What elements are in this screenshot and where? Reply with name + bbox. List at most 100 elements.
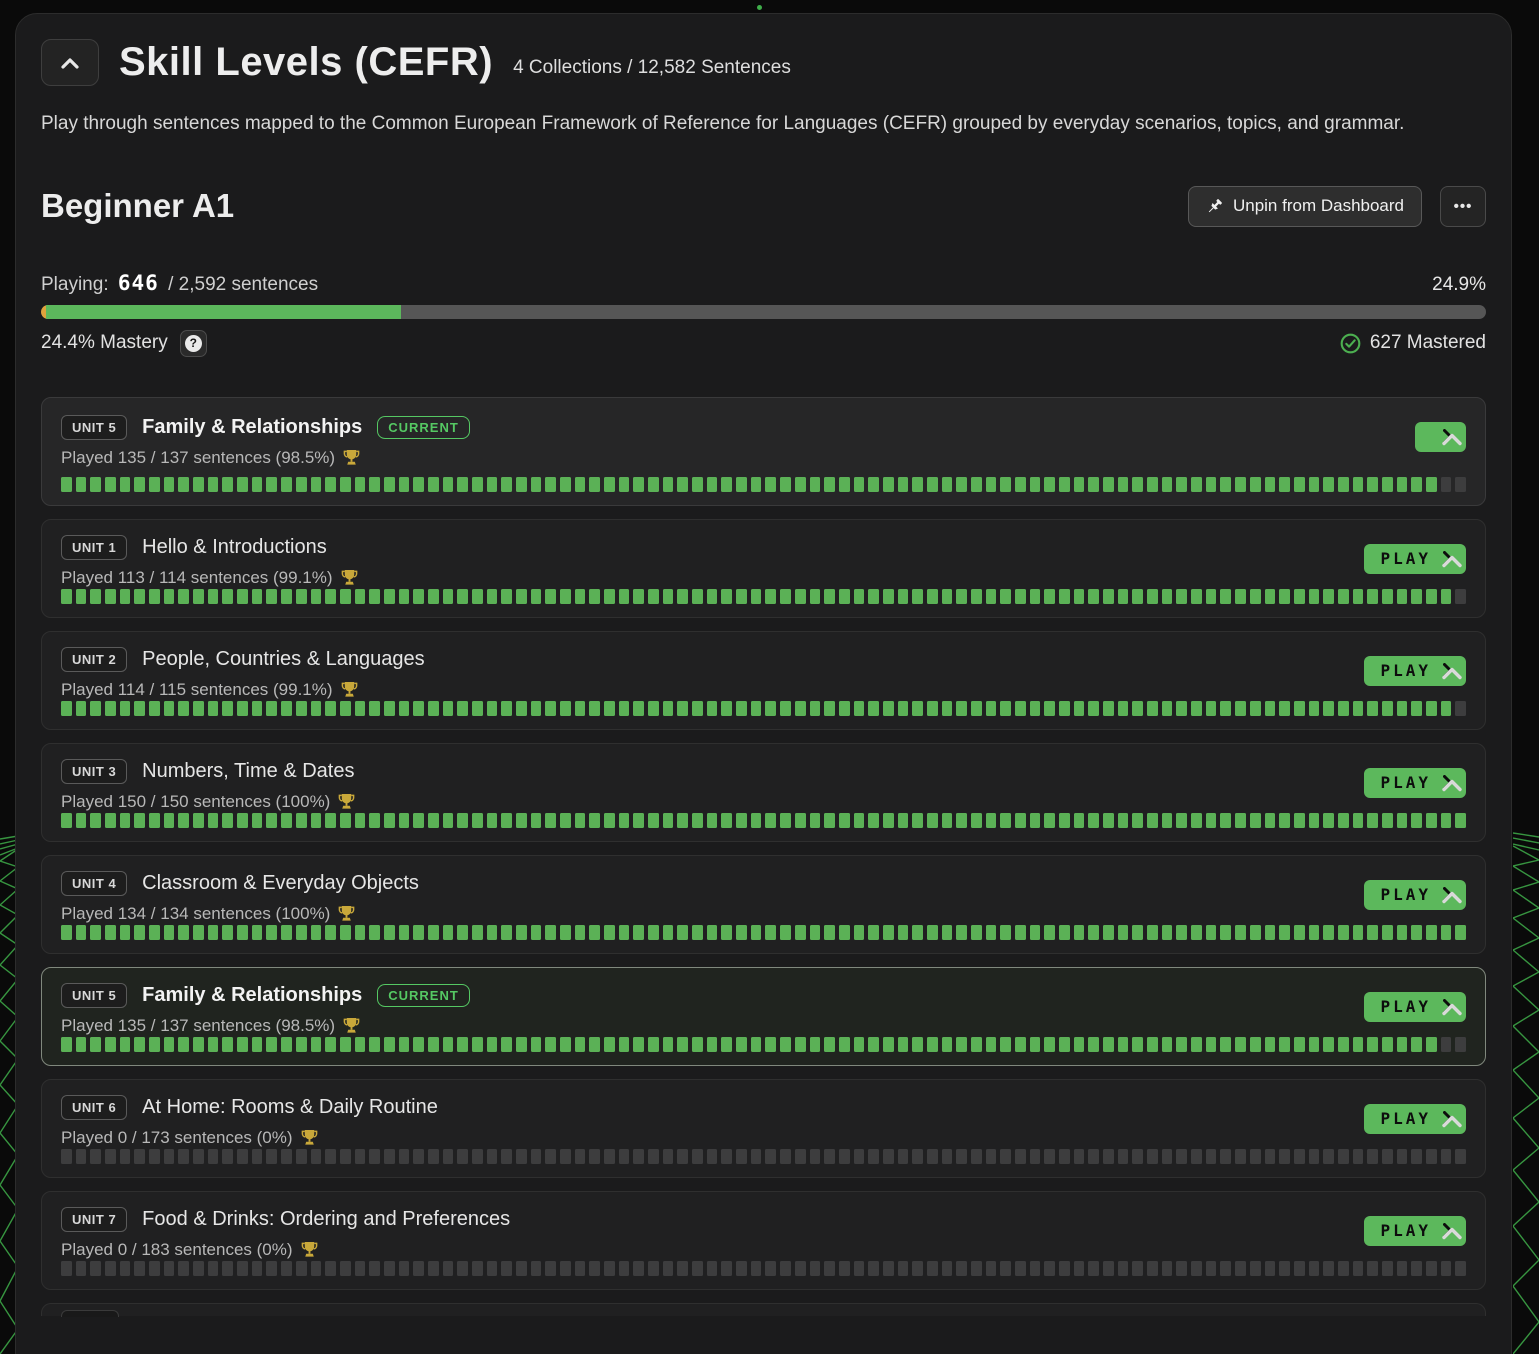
progress-segment (1147, 1260, 1158, 1276)
progress-segment (486, 812, 498, 828)
progress-segment (574, 812, 586, 828)
progress-segment (985, 700, 997, 716)
progress-segment (648, 1036, 659, 1052)
progress-segment (560, 1036, 571, 1052)
unit-card[interactable]: UNIT 7 Food & Drinks: Ordering and Prefe… (41, 1190, 1486, 1290)
progress-segment (1073, 812, 1085, 828)
collapse-unit-icon[interactable] (1441, 554, 1463, 568)
unit-card[interactable]: UNIT 5 Family & Relationships CURRENT Pl… (41, 966, 1486, 1066)
progress-segment (486, 1036, 498, 1052)
progress-segment (75, 924, 87, 940)
progress-segment (1000, 1036, 1011, 1052)
progress-segment (1235, 812, 1246, 828)
unit-number-badge: UNIT 5 (61, 414, 128, 440)
collapse-unit-icon[interactable] (1441, 666, 1463, 680)
unit-progress-segments (61, 700, 1466, 716)
progress-segment (1147, 924, 1158, 940)
progress-segment (266, 1148, 278, 1164)
progress-segment (633, 1260, 645, 1276)
progress-segment (1059, 1260, 1070, 1276)
playing-row: Playing: 646 / 2,592 sentences 24.9% (41, 271, 1486, 296)
progress-segment (1323, 476, 1334, 492)
progress-segment (545, 1036, 557, 1052)
progress-segment (339, 924, 351, 940)
level-title: Beginner A1 (41, 187, 235, 225)
progress-segment (648, 700, 659, 716)
collapse-unit-icon[interactable] (1441, 890, 1463, 904)
progress-segment (706, 1148, 718, 1164)
progress-segment (457, 700, 468, 716)
progress-segment (1352, 476, 1364, 492)
progress-segment (926, 1036, 938, 1052)
progress-segment (721, 924, 733, 940)
unit-card[interactable]: UNIT 4 Classroom & Everyday Objects Play… (41, 854, 1486, 954)
unit-card[interactable]: UNIT 6 At Home: Rooms & Daily Routine Pl… (41, 1078, 1486, 1178)
progress-segment (853, 588, 865, 604)
progress-segment (486, 924, 498, 940)
progress-segment (1455, 1260, 1466, 1276)
progress-segment (1220, 476, 1232, 492)
progress-segment (1264, 924, 1276, 940)
collapse-unit-icon[interactable] (1441, 1114, 1463, 1128)
progress-segment (1396, 476, 1408, 492)
collapse-unit-icon[interactable] (1441, 1002, 1463, 1016)
play-button[interactable]: PLAY (1364, 655, 1466, 686)
progress-segment (75, 1036, 87, 1052)
unit-card[interactable]: UNIT 1 Hello & Introductions Played 113 … (41, 518, 1486, 618)
progress-segment (383, 812, 395, 828)
unit-card[interactable]: UNIT 5 Family & Relationships CURRENT Pl… (41, 396, 1486, 506)
progress-segment (794, 1148, 806, 1164)
progress-segment (222, 1260, 234, 1276)
progress-segment (251, 1148, 263, 1164)
progress-segment (780, 1036, 791, 1052)
progress-segment (1015, 588, 1026, 604)
progress-segment (75, 1260, 87, 1276)
progress-segment (442, 1148, 454, 1164)
collapse-panel-button[interactable] (41, 39, 99, 86)
progress-segment (222, 1036, 234, 1052)
progress-segment (1396, 924, 1408, 940)
progress-segment (427, 588, 439, 604)
progress-segment (207, 1260, 219, 1276)
progress-segment (1147, 476, 1158, 492)
progress-segment (486, 1148, 498, 1164)
progress-segment (868, 1260, 879, 1276)
progress-segment (442, 476, 454, 492)
progress-segment (193, 1148, 204, 1164)
progress-segment (383, 700, 395, 716)
progress-segment (1367, 1260, 1378, 1276)
progress-segment (325, 1036, 336, 1052)
more-options-button[interactable]: ••• (1440, 185, 1486, 227)
progress-segment (119, 1036, 131, 1052)
progress-segment (501, 812, 512, 828)
progress-segment (1015, 1260, 1026, 1276)
collapse-unit-icon[interactable] (1441, 1226, 1463, 1240)
progress-segment (1323, 588, 1334, 604)
progress-segment (838, 1260, 850, 1276)
progress-segment (222, 476, 234, 492)
collapse-unit-icon[interactable] (1441, 778, 1463, 792)
unit-played-stats: Played 114 / 115 sentences (99.1%) (61, 680, 1466, 700)
unit-card[interactable]: UNIT 3 Numbers, Time & Dates Played 150 … (41, 742, 1486, 842)
progress-segment (633, 812, 645, 828)
progress-segment (1381, 700, 1393, 716)
progress-segment (1337, 1148, 1349, 1164)
progress-segment (207, 588, 219, 604)
progress-segment (1220, 588, 1232, 604)
unpin-from-dashboard-button[interactable]: Unpin from Dashboard (1187, 185, 1422, 227)
progress-segment (398, 1036, 410, 1052)
progress-segment (354, 1036, 366, 1052)
unit-card-partial[interactable] (41, 1302, 1486, 1317)
progress-segment (1103, 700, 1114, 716)
unit-title: Hello & Introductions (142, 535, 327, 558)
progress-segment (897, 812, 909, 828)
unit-card[interactable]: UNIT 2 People, Countries & Languages Pla… (41, 630, 1486, 730)
progress-segment (1455, 700, 1466, 716)
progress-segment (853, 1260, 865, 1276)
progress-segment (1176, 1260, 1188, 1276)
progress-segment (706, 1036, 718, 1052)
progress-segment (1425, 476, 1437, 492)
mastery-help-button[interactable]: ? (179, 329, 207, 357)
collapse-unit-icon[interactable] (1441, 432, 1463, 446)
progress-segment (838, 1036, 850, 1052)
